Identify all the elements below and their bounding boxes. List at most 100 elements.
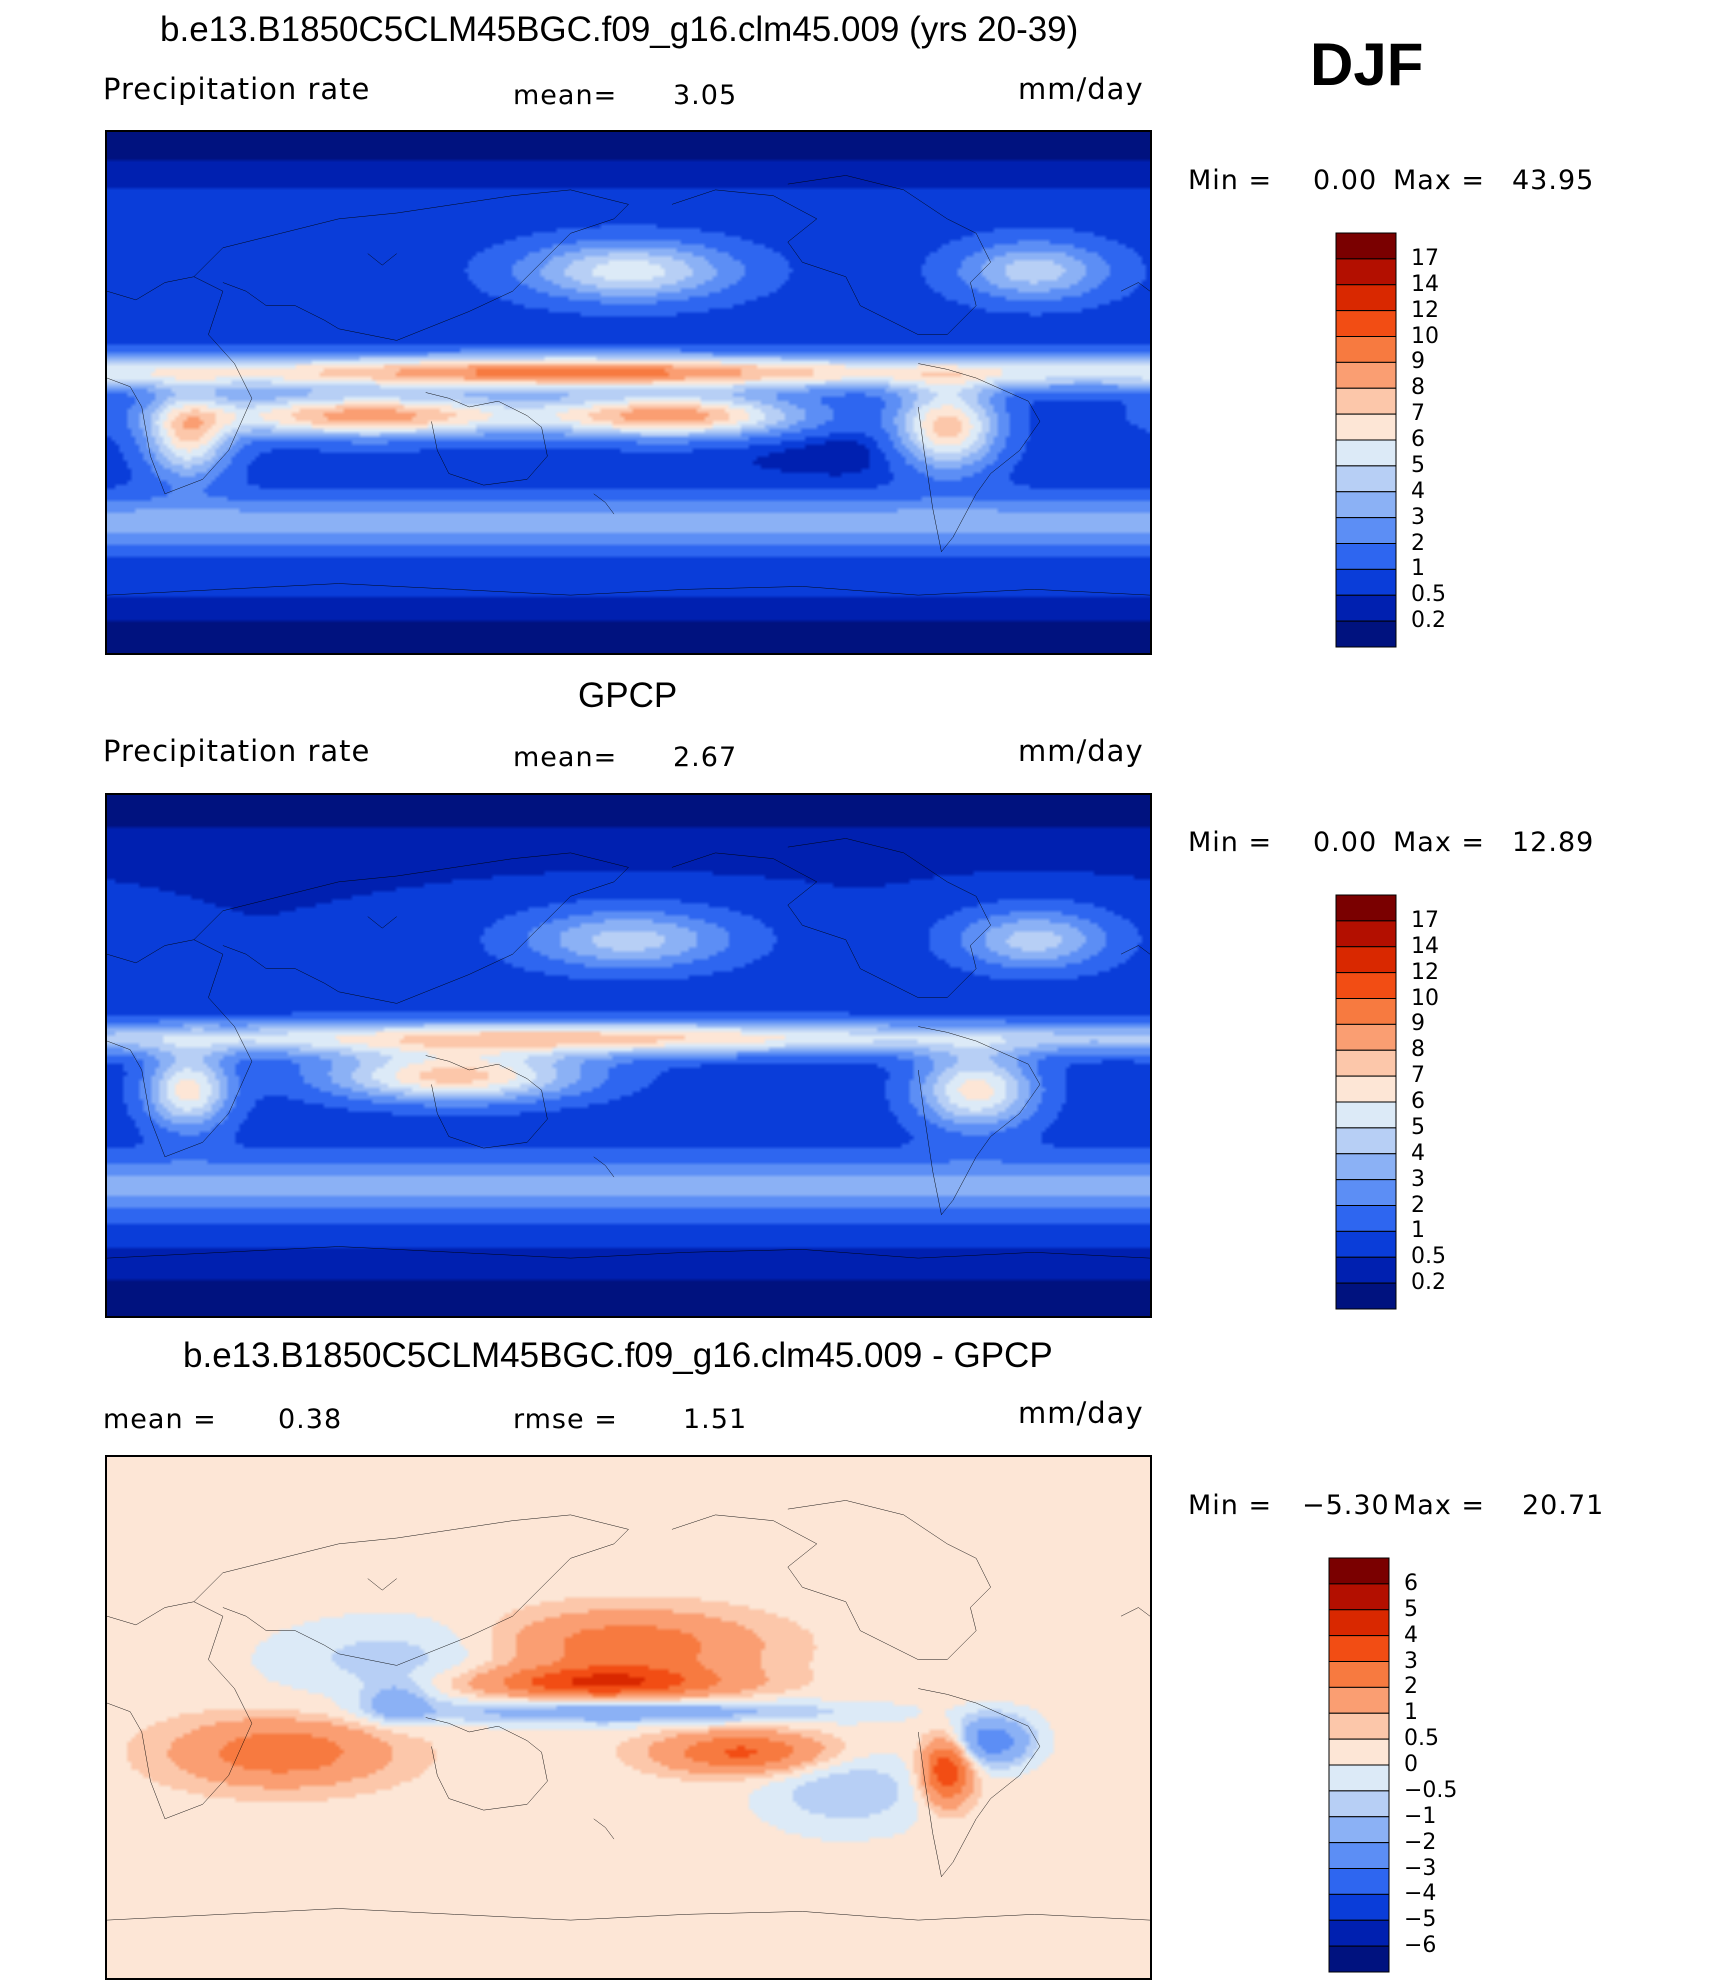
panel3-title: b.e13.B1850C5CLM45BGC.f09_g16.clm45.009 …	[183, 1336, 1053, 1375]
panel3-colorbar: 6 5 4 3 2 1 0.5 0 −0.5 −1 −2 −3 −4 −5 −6	[1328, 1557, 1528, 1973]
panel2-colorbar-swatch	[1335, 972, 1397, 999]
panel1-precip-map	[105, 130, 1152, 655]
panel1-map-coastline	[1121, 283, 1150, 292]
panel1-colorbar-swatch	[1335, 310, 1397, 337]
panel2-map-coastline	[107, 940, 252, 1157]
panel1-title: b.e13.B1850C5CLM45BGC.f09_g16.clm45.009 …	[160, 10, 1079, 49]
panel2-max-label: Max =	[1393, 827, 1486, 858]
panel1-colorbar-tick-label: 7	[1411, 401, 1425, 427]
panel3-colorbar-tick-label: 0	[1404, 1752, 1418, 1777]
panel1-colorbar: 17 14 12 10 9 8 7 6 5 4 3 2 1 0.5 0.2	[1335, 232, 1535, 648]
panel1-variable-label: Precipitation rate	[103, 72, 371, 106]
panel2-colorbar-tick-label: 7	[1411, 1063, 1425, 1089]
panel3-map-coastline	[368, 1579, 397, 1591]
panel3-map-coastline	[918, 1689, 1040, 1877]
panel3-colorbar-swatches	[1328, 1557, 1390, 1973]
panel2-colorbar-swatch	[1335, 1179, 1397, 1206]
panel1-colorbar-tick-label: 0.2	[1411, 608, 1446, 634]
panel2-colorbar-tick-label: 6	[1411, 1089, 1425, 1114]
panel3-max-value: 20.71	[1522, 1490, 1605, 1521]
panel2-colorbar-tick-label: 0.2	[1411, 1270, 1446, 1296]
panel3-map-coastline	[672, 1500, 991, 1659]
panel3-colorbar-swatch	[1328, 1764, 1390, 1792]
panel3-colorbar-tick-label: −3	[1404, 1855, 1437, 1881]
panel2-units: mm/day	[1018, 734, 1144, 768]
panel3-units: mm/day	[1018, 1396, 1144, 1430]
panel3-colorbar-tick-label: 2	[1404, 1674, 1418, 1700]
panel2-colorbar-swatch	[1335, 920, 1397, 948]
panel1-colorbar-tick-label: 14	[1411, 271, 1439, 297]
panel3-colorbar-swatch	[1328, 1712, 1390, 1740]
panel1-colorbar-tick-label: 5	[1411, 452, 1425, 478]
panel1-colorbar-tick-label: 1	[1411, 556, 1425, 582]
panel2-min-value: 0.00	[1313, 827, 1378, 858]
panel2-colorbar-swatch	[1335, 998, 1397, 1025]
panel2-variable-label: Precipitation rate	[103, 734, 371, 768]
panel2-colorbar-swatches	[1335, 894, 1397, 1310]
panel2-mean-value: 2.67	[673, 742, 738, 773]
panel1-colorbar-swatch	[1335, 543, 1397, 570]
panel1-map-coastline	[194, 190, 629, 341]
panel2-colorbar-swatch	[1335, 1127, 1397, 1155]
panel1-map-coastline	[368, 254, 397, 266]
panel3-colorbar-tick-label: −0.5	[1404, 1777, 1458, 1803]
panel1-colorbar-tick-label: 8	[1411, 375, 1425, 401]
panel3-colorbar-tick-label: 5	[1404, 1596, 1418, 1622]
panel1-min-label: Min =	[1188, 165, 1273, 196]
panel3-colorbar-tick-label: 4	[1404, 1622, 1418, 1648]
panel1-colorbar-swatch	[1335, 413, 1397, 441]
panel1-map-coastline	[107, 584, 1150, 596]
panel2-colorbar-swatch	[1335, 1049, 1397, 1077]
panel2-colorbar-swatch	[1335, 1282, 1397, 1310]
panel3-mean-label: mean =	[103, 1404, 217, 1435]
panel1-colorbar-swatch	[1335, 594, 1397, 622]
panel3-colorbar-swatch	[1328, 1893, 1390, 1921]
panel1-colorbar-swatch	[1335, 387, 1397, 415]
panel3-max-label: Max =	[1393, 1490, 1486, 1521]
panel2-map-coastline	[194, 853, 629, 1004]
panel2-colorbar-tick-label: 10	[1411, 985, 1439, 1011]
panel1-colorbar-tick-label: 10	[1411, 323, 1439, 349]
panel2-colorbar-tick-label: 9	[1411, 1011, 1425, 1037]
panel3-colorbar-tick-label: −4	[1404, 1881, 1437, 1907]
panel2-colorbar-tick-label: 5	[1411, 1114, 1425, 1140]
panel3-colorbar-swatch	[1328, 1868, 1390, 1895]
panel2-map-coastline	[672, 838, 991, 997]
panel1-map-coastline	[426, 393, 548, 486]
panel3-colorbar-swatch	[1328, 1686, 1390, 1714]
panel3-map-coastline	[107, 1909, 1150, 1921]
panel3-colorbar-tick-label: 6	[1404, 1570, 1418, 1596]
panel2-map-field	[107, 795, 1150, 1316]
panel2-colorbar-swatch	[1335, 1205, 1397, 1232]
panel2-title: GPCP	[578, 676, 678, 715]
panel2-precip-map	[105, 793, 1152, 1318]
panel2-map-coastline	[368, 917, 397, 929]
panel1-colorbar-swatch	[1335, 336, 1397, 363]
panel2-colorbar-swatch	[1335, 1230, 1397, 1258]
panel3-colorbar-swatch	[1328, 1738, 1390, 1766]
panel3-colorbar-tick-label: −2	[1404, 1829, 1437, 1855]
panel2-colorbar-swatch	[1335, 946, 1397, 974]
panel2-max-value: 12.89	[1512, 827, 1595, 858]
panel2-map-coastline	[918, 1027, 1040, 1215]
panel2-colorbar-tick-label: 2	[1411, 1192, 1425, 1218]
panel1-colorbar-swatch	[1335, 232, 1397, 260]
panel3-colorbar-swatch	[1328, 1661, 1390, 1688]
panel3-colorbar-swatch	[1328, 1945, 1390, 1973]
panel1-map-field	[107, 132, 1150, 653]
panel3-difference-map	[105, 1455, 1152, 1980]
panel2-map-coastline	[1121, 946, 1150, 955]
season-label: DJF	[1310, 31, 1424, 98]
panel2-colorbar-swatch	[1335, 1075, 1397, 1103]
panel3-colorbar-swatch	[1328, 1583, 1390, 1611]
panel1-colorbar-tick-label: 12	[1411, 297, 1439, 323]
panel3-colorbar-tick-label: 0.5	[1404, 1726, 1439, 1752]
panel2-colorbar-swatch	[1335, 1256, 1397, 1284]
panel1-colorbar-swatch	[1335, 465, 1397, 493]
panel1-colorbar-swatch	[1335, 361, 1397, 389]
panel3-colorbar-swatch	[1328, 1816, 1390, 1844]
panel3-min-label: Min =	[1188, 1490, 1273, 1521]
panel2-mean-label: mean=	[513, 742, 618, 773]
panel2-min-label: Min =	[1188, 827, 1273, 858]
panel1-map-coastline	[594, 494, 614, 514]
